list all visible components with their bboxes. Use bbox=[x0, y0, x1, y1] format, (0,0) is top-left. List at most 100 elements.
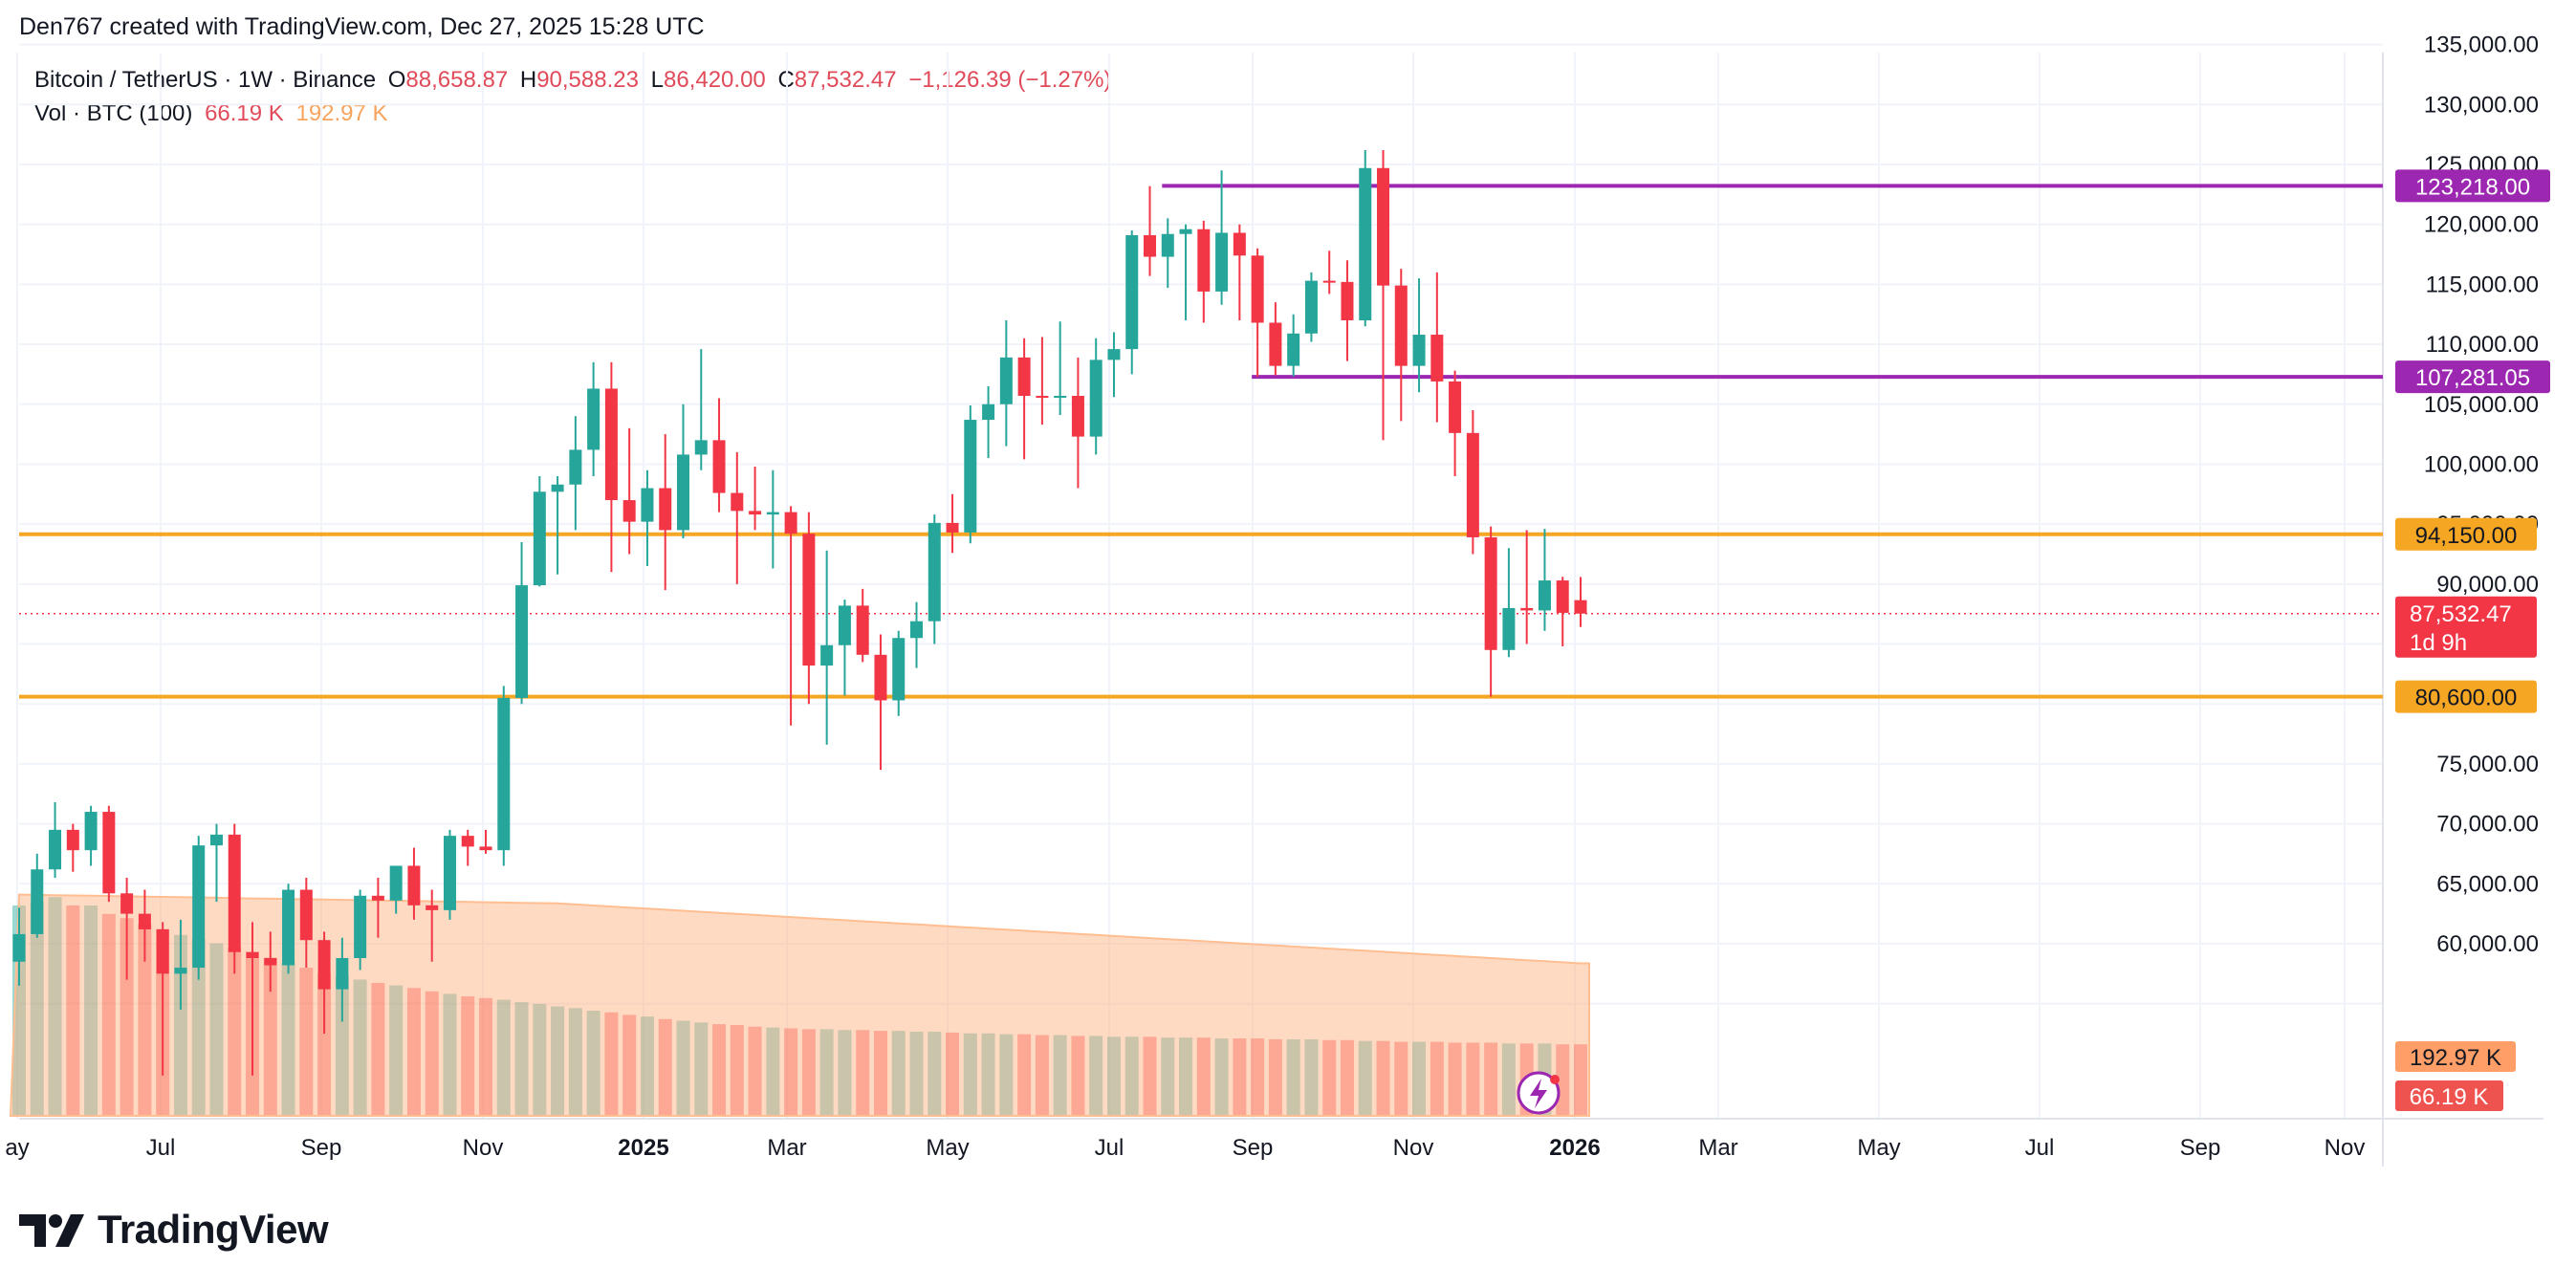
time-tick-label: 2026 bbox=[1549, 1135, 1600, 1161]
volume-bar bbox=[1358, 1040, 1372, 1116]
level-price-tag bbox=[2395, 360, 2550, 394]
volume-bar bbox=[1573, 1044, 1587, 1116]
change-value: −1,126.39 (−1.27%) bbox=[908, 67, 1112, 93]
volume-bar bbox=[533, 1003, 547, 1116]
candle bbox=[336, 937, 349, 1022]
candle bbox=[1071, 357, 1084, 489]
candle-body bbox=[12, 933, 26, 962]
candle bbox=[856, 588, 869, 663]
candle bbox=[1377, 149, 1390, 441]
candle bbox=[49, 802, 62, 879]
candle-body bbox=[676, 454, 689, 531]
candle-body bbox=[641, 488, 654, 522]
candlesticks bbox=[12, 149, 1587, 1076]
candle-body bbox=[138, 913, 151, 929]
candle-body bbox=[659, 488, 672, 531]
volume-bar bbox=[604, 1012, 619, 1116]
candle-body bbox=[354, 895, 367, 959]
volume-bar bbox=[1448, 1042, 1462, 1116]
price-tick-label: 100,000.00 bbox=[2424, 451, 2539, 477]
volume-bar bbox=[1233, 1038, 1247, 1116]
price-tick-label: 70,000.00 bbox=[2436, 812, 2539, 838]
candle bbox=[1574, 577, 1587, 627]
volume-bar bbox=[1251, 1038, 1265, 1116]
volume-bar bbox=[1143, 1036, 1157, 1116]
volume-bar bbox=[66, 905, 80, 1116]
candle bbox=[1466, 410, 1479, 555]
candle-body bbox=[371, 895, 384, 901]
price-tick-label: 65,000.00 bbox=[2436, 871, 2539, 897]
volume-bar bbox=[1430, 1041, 1444, 1116]
candle-body bbox=[1322, 280, 1336, 283]
candle-body bbox=[49, 829, 62, 870]
volume-bar bbox=[568, 1008, 582, 1116]
candle-body bbox=[820, 644, 834, 666]
volume-bar bbox=[1179, 1037, 1193, 1116]
volume-bar bbox=[1322, 1039, 1337, 1116]
volume-ma-tag-text: 192.97 K bbox=[2410, 1045, 2501, 1071]
flash-icon[interactable] bbox=[1517, 1071, 1561, 1115]
candle bbox=[389, 865, 403, 914]
level-price-tag bbox=[2395, 169, 2550, 203]
volume-bar bbox=[819, 1029, 834, 1116]
volume-bar bbox=[946, 1032, 960, 1116]
candle-body bbox=[1287, 333, 1300, 366]
candle-body bbox=[838, 605, 851, 645]
candle bbox=[299, 878, 313, 969]
countdown-timer: 1d 9h bbox=[2410, 630, 2467, 656]
volume-bar bbox=[389, 985, 404, 1116]
volume-bar bbox=[1053, 1035, 1067, 1116]
candle bbox=[12, 907, 26, 986]
candle-body bbox=[964, 420, 977, 533]
candle-body bbox=[784, 512, 797, 534]
candle-body bbox=[209, 834, 223, 846]
candle bbox=[174, 919, 187, 1010]
candle bbox=[838, 600, 851, 696]
candle-body bbox=[174, 968, 187, 974]
price-tick-label: 75,000.00 bbox=[2436, 752, 2539, 777]
candle-body bbox=[1574, 600, 1587, 614]
candle-body bbox=[1197, 229, 1211, 292]
time-tick-label: Sep bbox=[2180, 1135, 2221, 1161]
volume-bar bbox=[1161, 1037, 1175, 1116]
candle-body bbox=[946, 522, 959, 533]
volume-bar bbox=[101, 913, 116, 1116]
candle bbox=[712, 398, 726, 513]
tradingview-logo[interactable]: TradingView bbox=[19, 1207, 329, 1253]
time-tick-label: Jul bbox=[146, 1135, 176, 1161]
volume-bar bbox=[173, 934, 187, 1116]
candle bbox=[1287, 314, 1300, 377]
volume-bar bbox=[784, 1028, 798, 1116]
price-tags: 123,218.00 107,281.05 94,150.00 80,600.00 87… bbox=[2395, 169, 2550, 1111]
candle-body bbox=[533, 491, 546, 586]
candle bbox=[1179, 224, 1192, 320]
volume-bar bbox=[353, 979, 367, 1116]
volume-bar bbox=[1017, 1034, 1032, 1116]
candle-body bbox=[1233, 232, 1246, 256]
candle-body bbox=[712, 440, 726, 493]
candle-body bbox=[892, 638, 906, 701]
symbol-name[interactable]: Bitcoin / TetherUS · 1W · Binance bbox=[34, 67, 377, 93]
candle bbox=[461, 829, 474, 866]
candle bbox=[676, 404, 689, 539]
volume-bar bbox=[1124, 1036, 1139, 1116]
candle-body bbox=[1538, 580, 1551, 611]
candle bbox=[533, 475, 546, 587]
candle-body bbox=[461, 836, 474, 847]
volume-bar bbox=[1268, 1038, 1282, 1116]
volume-bar bbox=[299, 968, 314, 1116]
open-value: 88,658.87 bbox=[405, 67, 509, 93]
candle-body bbox=[856, 605, 869, 655]
volume-bar bbox=[1412, 1041, 1427, 1116]
volume-bar bbox=[496, 999, 511, 1116]
candle bbox=[784, 506, 797, 726]
candle-body bbox=[192, 845, 206, 969]
candle-body bbox=[1144, 234, 1157, 257]
candle bbox=[426, 889, 439, 962]
volume-bar bbox=[191, 939, 206, 1116]
candle-body bbox=[1054, 395, 1067, 398]
price-tick-label: 110,000.00 bbox=[2426, 332, 2539, 358]
candle bbox=[604, 361, 618, 573]
candle-body bbox=[999, 357, 1013, 404]
